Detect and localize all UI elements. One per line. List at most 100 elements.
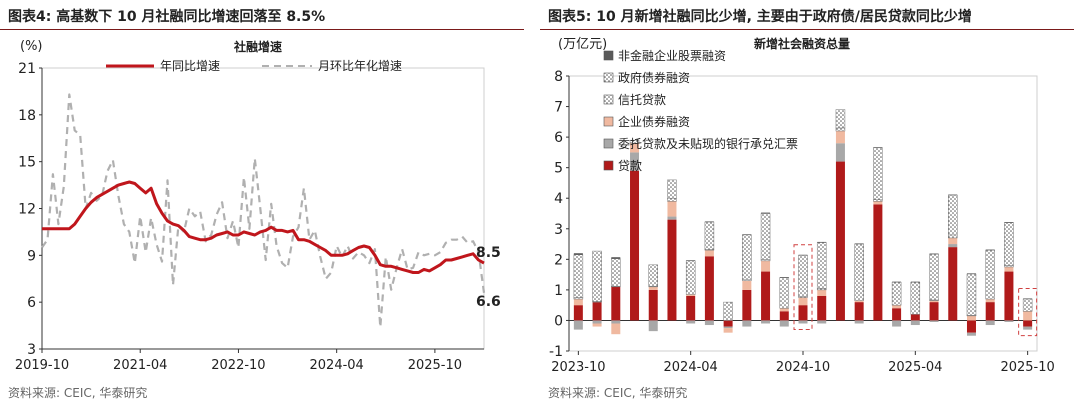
y-unit-label: (%) (20, 39, 43, 54)
bar-segment (892, 320, 902, 327)
legend-swatch (603, 116, 614, 127)
bar-segment (948, 237, 958, 245)
right-source-note: 资料来源: CEIC, 华泰研究 (548, 386, 688, 400)
highlight-box (793, 244, 813, 330)
bar-segment (1022, 298, 1033, 312)
bar-segment (798, 320, 808, 324)
bar-segment (873, 147, 883, 148)
right-panel-title: 图表5: 10 月新增社融同比少增, 主要由于政府债/居民贷款同比少增 (548, 9, 972, 25)
y-tick-label: 6 (554, 130, 563, 146)
legend-label: 政府债券融资 (618, 70, 690, 85)
bar-segment (704, 250, 714, 257)
bar-segment (723, 301, 733, 321)
bar-segment (854, 300, 864, 303)
bar-segment (892, 305, 902, 309)
y-tick-label: 12 (18, 202, 36, 218)
series-line-mom (41, 93, 486, 329)
legend-swatch (603, 94, 614, 105)
y-tick-label: -1 (549, 344, 563, 360)
bar-segment (910, 282, 921, 315)
bar-segment (929, 302, 939, 321)
bar-segment (686, 320, 696, 324)
left-panel-title: 图表4: 高基数下 10 月社融同比增速回落至 8.5% (8, 9, 326, 25)
bar-segment (761, 212, 771, 214)
x-tick-label: 2025-10 (408, 358, 462, 373)
bar-segment (648, 264, 658, 287)
bar-segment (948, 194, 958, 236)
bar-segment (1023, 298, 1033, 300)
highlight-box (1018, 287, 1038, 337)
bar-segment (985, 249, 995, 300)
bar-segment (873, 201, 883, 205)
bar-segment (742, 280, 752, 290)
bar-segment (592, 320, 602, 324)
bar-segment (948, 234, 958, 239)
bar-segment (817, 289, 827, 296)
bar-segment (985, 249, 995, 251)
last-value-label-yoy: 8.5 (476, 245, 501, 261)
bar-segment (1004, 222, 1014, 266)
bar-segment (835, 131, 845, 144)
y-tick-label: 0 (554, 313, 563, 329)
bar-segment (648, 289, 658, 321)
x-tick-label: 2023-10 (551, 360, 605, 375)
bar-segment (817, 320, 827, 324)
bar-segment (742, 234, 752, 280)
bar-segment (573, 254, 584, 298)
bar-segment (630, 152, 640, 171)
legend-label: 委托贷款及未贴现的银行承兑汇票 (618, 136, 798, 151)
bar-segment (1004, 320, 1014, 322)
bar-segment (742, 289, 752, 321)
bar-segment (761, 271, 771, 321)
bar-segment (1004, 222, 1014, 223)
bar-segment (592, 302, 602, 321)
bar-segment (573, 320, 583, 330)
legend-label: 贷款 (618, 159, 642, 173)
bar-segment (873, 147, 883, 200)
x-tick-label: 2024-04 (664, 360, 718, 375)
y-tick-label: 8 (554, 69, 563, 85)
chart-title: 新增社会融资总量 (754, 36, 850, 51)
y-tick-label: 1 (554, 283, 563, 299)
bar-segment (761, 260, 771, 272)
legend-label: 非金融企业股票融资 (618, 48, 726, 63)
bar-segment (798, 297, 808, 306)
right-panel: 图表5: 10 月新增社融同比少增, 主要由于政府债/居民贷款同比少增 -1 0 1… (540, 0, 1080, 409)
series-line-yoy (42, 180, 485, 274)
bar-segment (910, 314, 920, 321)
bar-segment (686, 296, 696, 321)
bar-segment (779, 320, 789, 327)
bar-segment (779, 277, 789, 278)
bar-segment (835, 127, 846, 132)
legend-label: 企业债券融资 (618, 114, 690, 129)
bar-segment (910, 281, 920, 283)
bar-segment (761, 320, 771, 324)
legend-swatch (603, 72, 614, 83)
x-tick-label: 2025-10 (1000, 360, 1054, 375)
legend-label-yoy: 年同比增速 (160, 59, 220, 73)
y-tick-label: 2 (554, 252, 563, 268)
bar-segment (816, 242, 827, 289)
bar-segment (742, 234, 752, 235)
bar-segment (1004, 266, 1014, 272)
bar-segment (760, 213, 771, 260)
bar-segment (611, 258, 621, 287)
left-panel: 图表4: 高基数下 10 月社融同比增速回落至 8.5% 3 6 9 12 15 18 21… (0, 0, 530, 409)
plot-area-frame (41, 67, 485, 350)
bar-segment (985, 302, 995, 321)
bar-segment (948, 247, 958, 321)
bar-segment (817, 296, 827, 321)
bar-segment (704, 320, 714, 326)
legend-swatch (603, 138, 614, 149)
bar-segment (648, 320, 658, 332)
bar-segment (966, 273, 977, 316)
right-title-rule (540, 29, 1074, 30)
bar-segment (686, 294, 696, 296)
y-tick-label: 9 (27, 248, 36, 264)
legend-label-mom: 月环比年化增速 (318, 59, 402, 73)
y-tick-label: 6 (27, 295, 36, 311)
bar-segment (704, 256, 714, 321)
bar-segment (873, 204, 883, 321)
bar-segment (948, 194, 958, 196)
bar-segment (966, 332, 976, 336)
